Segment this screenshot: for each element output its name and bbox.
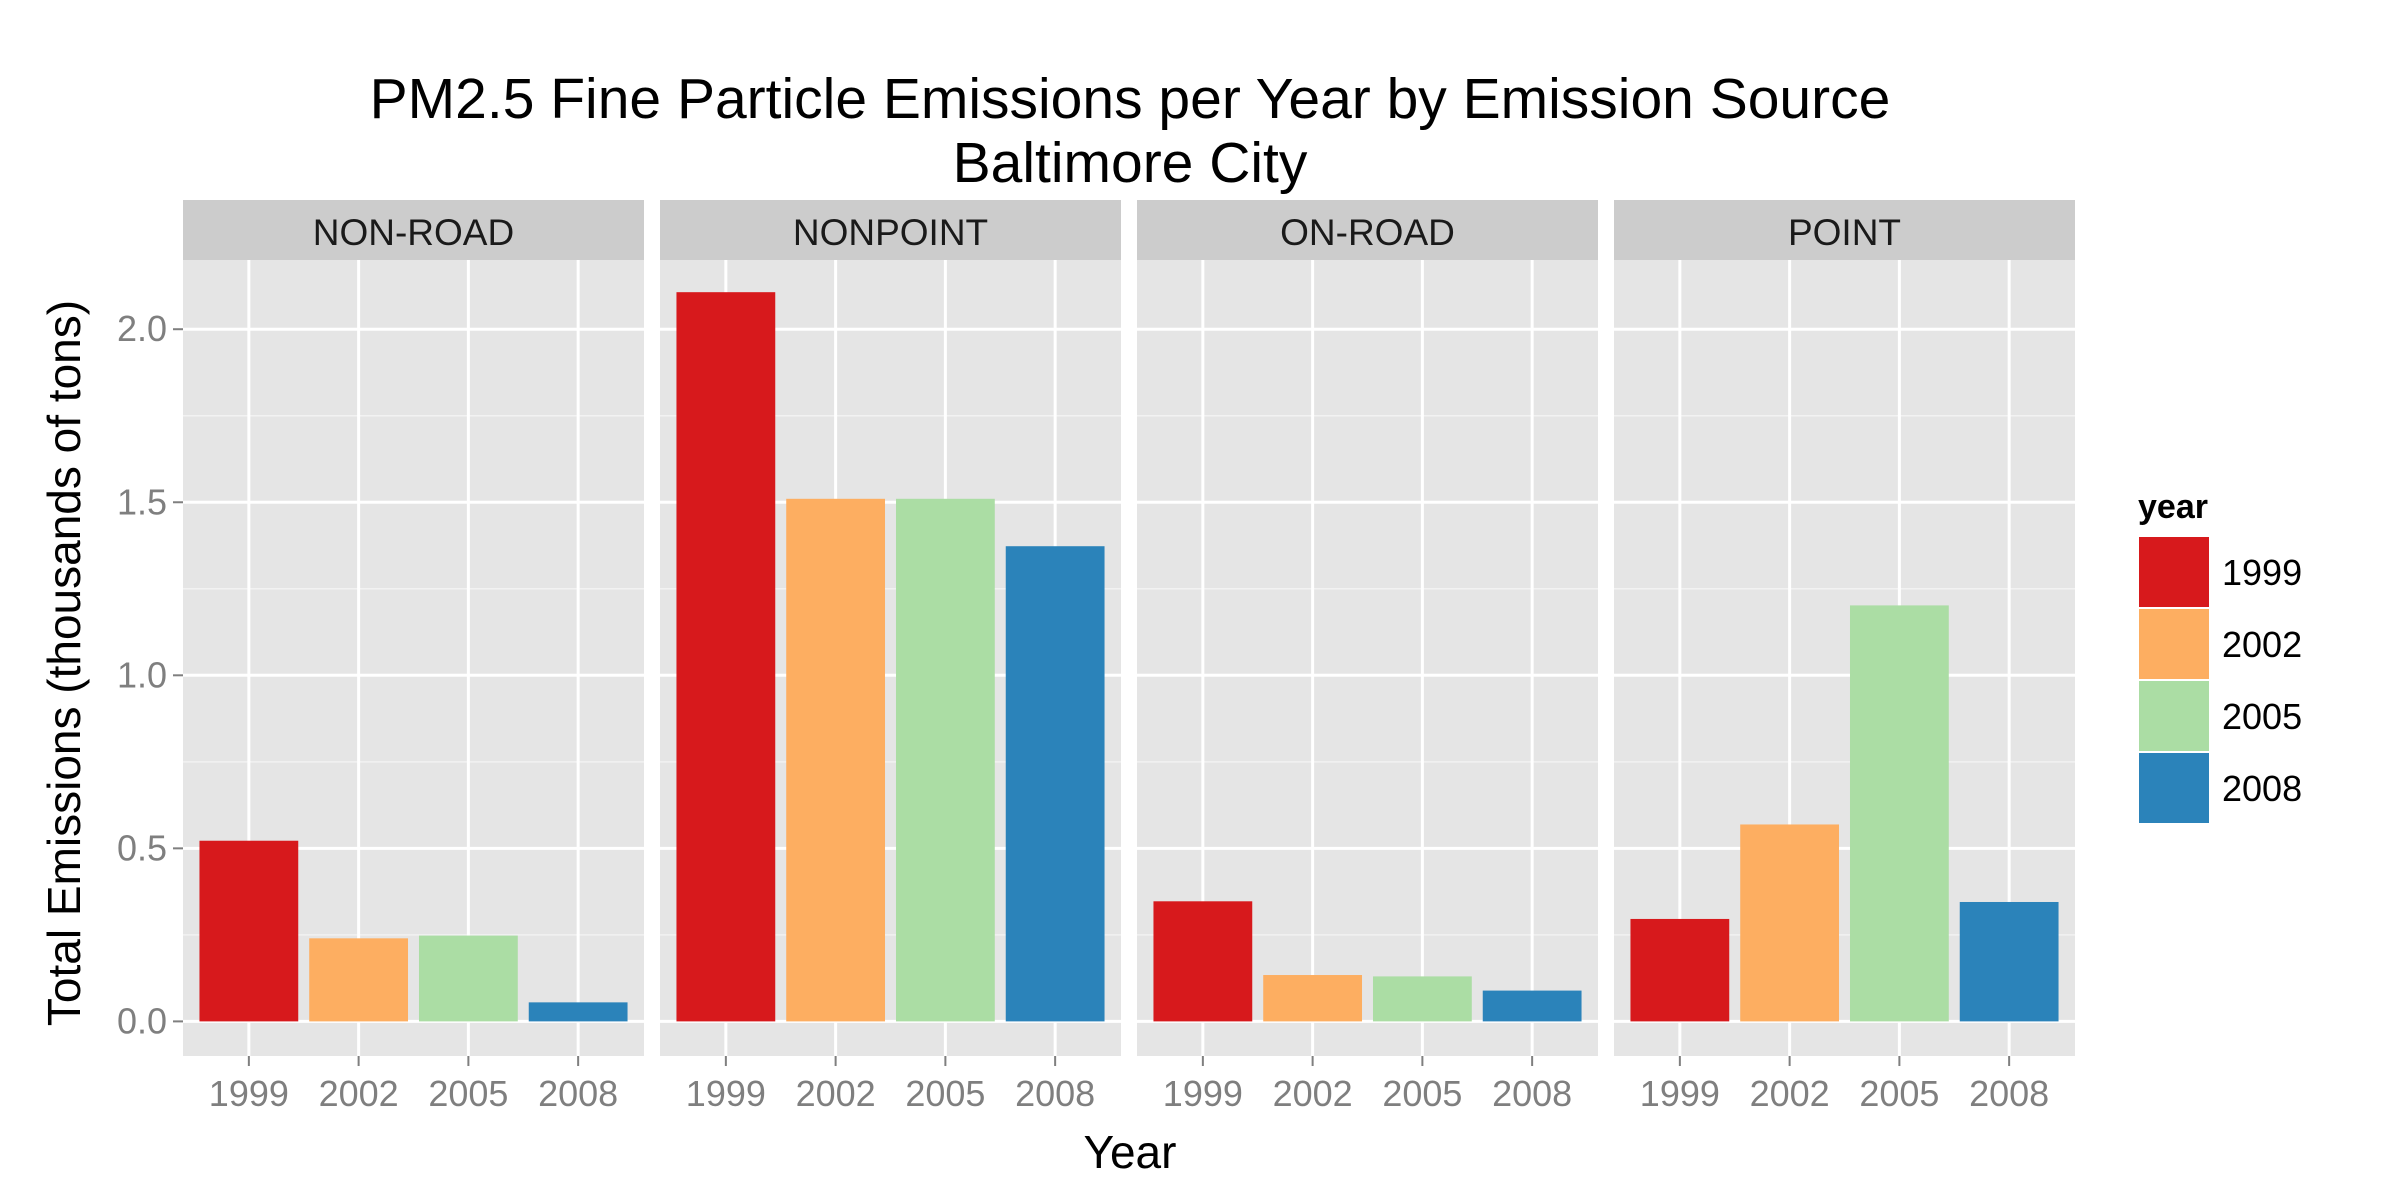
x-tick-label: 2005 bbox=[428, 1073, 508, 1114]
legend-key-2002 bbox=[2137, 607, 2211, 681]
bar-point-2005 bbox=[1849, 605, 1949, 1022]
bar-non-road-1999 bbox=[199, 840, 299, 1022]
x-tick-label: 1999 bbox=[1640, 1073, 1720, 1114]
y-axis-title: Total Emissions (thousands of tons) bbox=[38, 300, 90, 1026]
x-tick-label: 2008 bbox=[1969, 1073, 2049, 1114]
facet-strip bbox=[1614, 200, 2075, 260]
x-tick-label: 1999 bbox=[686, 1073, 766, 1114]
x-axis-title: Year bbox=[1084, 1126, 1177, 1178]
chart-title: PM2.5 Fine Particle Emissions per Year b… bbox=[370, 67, 1891, 131]
x-tick-label: 2002 bbox=[1273, 1073, 1353, 1114]
x-tick-label: 1999 bbox=[1163, 1073, 1243, 1114]
facet-strip-label: POINT bbox=[1788, 212, 1901, 253]
x-tick-label: 2005 bbox=[905, 1073, 985, 1114]
y-axis: 0.0 0.5 1.0 1.5 2.0 bbox=[117, 308, 183, 1041]
bar-on-road-2008 bbox=[1482, 990, 1582, 1022]
y-tick-label: 1.0 bbox=[117, 654, 167, 695]
chart-subtitle: Baltimore City bbox=[953, 131, 1308, 195]
x-tick-label: 1999 bbox=[209, 1073, 289, 1114]
legend-key-2008 bbox=[2137, 751, 2211, 825]
bar-non-road-2005 bbox=[418, 935, 518, 1022]
facet-panel-nonpoint: NONPOINT 1999 2002 2005 2008 bbox=[660, 200, 1121, 1114]
x-tick-label: 2002 bbox=[1750, 1073, 1830, 1114]
x-tick-label: 2008 bbox=[1015, 1073, 1095, 1114]
bar-point-2008 bbox=[1959, 901, 2059, 1022]
legend-label-2002: 2002 bbox=[2222, 624, 2302, 665]
x-tick-label: 2002 bbox=[796, 1073, 876, 1114]
x-tick-label: 2008 bbox=[538, 1073, 618, 1114]
facet-strip-label: NONPOINT bbox=[793, 212, 988, 253]
facet-strip bbox=[660, 200, 1121, 260]
facet-panel-point: POINT 1999 2002 2005 2008 bbox=[1614, 200, 2075, 1114]
legend-key-2005 bbox=[2137, 679, 2211, 753]
facet-strip-label: NON-ROAD bbox=[313, 212, 514, 253]
bar-point-1999 bbox=[1630, 918, 1730, 1022]
bar-nonpoint-1999 bbox=[676, 292, 776, 1022]
x-tick-label: 2008 bbox=[1492, 1073, 1572, 1114]
bar-non-road-2002 bbox=[309, 938, 409, 1022]
legend-label-2005: 2005 bbox=[2222, 696, 2302, 737]
legend: year 1999 2002 2005 2008 bbox=[2137, 488, 2302, 825]
facet-panels: NON-ROAD 1999 2002 2005 2008 NONPOINT 1999 2002… bbox=[183, 200, 2075, 1114]
facet-strip-label: ON-ROAD bbox=[1280, 212, 1455, 253]
facet-panel-non-road: NON-ROAD 1999 2002 2005 2008 bbox=[183, 200, 644, 1114]
facet-panel-on-road: ON-ROAD 1999 2002 2005 2008 bbox=[1137, 200, 1598, 1114]
legend-key-1999 bbox=[2137, 535, 2211, 609]
y-tick-label: 0.5 bbox=[117, 827, 167, 868]
facet-strip bbox=[183, 200, 644, 260]
bar-on-road-2005 bbox=[1372, 976, 1472, 1022]
legend-title: year bbox=[2138, 488, 2208, 526]
x-tick-label: 2002 bbox=[319, 1073, 399, 1114]
x-tick-label: 2005 bbox=[1382, 1073, 1462, 1114]
bar-point-2002 bbox=[1740, 824, 1840, 1022]
bar-non-road-2008 bbox=[528, 1002, 628, 1022]
x-tick-label: 2005 bbox=[1859, 1073, 1939, 1114]
bar-nonpoint-2008 bbox=[1005, 546, 1105, 1022]
legend-label-2008: 2008 bbox=[2222, 768, 2302, 809]
y-tick-label: 0.0 bbox=[117, 1000, 167, 1041]
y-tick-label: 1.5 bbox=[117, 481, 167, 522]
bar-nonpoint-2002 bbox=[786, 498, 886, 1022]
bar-on-road-2002 bbox=[1263, 975, 1363, 1022]
bar-on-road-1999 bbox=[1153, 901, 1253, 1022]
bar-nonpoint-2005 bbox=[895, 498, 995, 1022]
legend-label-1999: 1999 bbox=[2222, 552, 2302, 593]
y-tick-label: 2.0 bbox=[117, 308, 167, 349]
facet-strip bbox=[1137, 200, 1598, 260]
